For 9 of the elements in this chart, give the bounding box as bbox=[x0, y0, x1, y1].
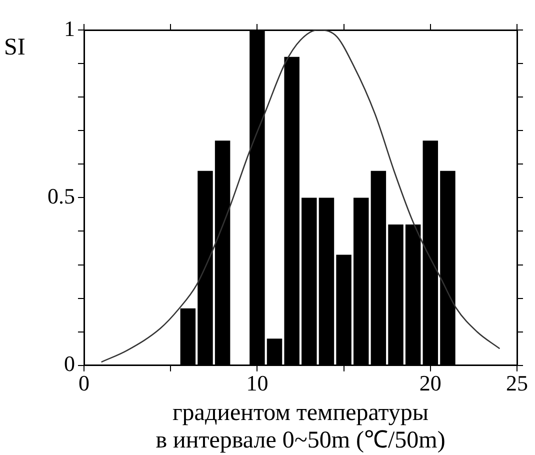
x-tick-label: 20 bbox=[419, 370, 442, 396]
x-tick-label: 25 bbox=[506, 370, 528, 396]
line-series bbox=[100, 30, 500, 363]
x-tick-label: 10 bbox=[246, 370, 268, 396]
y-tick-label: 0 bbox=[64, 351, 75, 376]
y-axis-title: SI bbox=[4, 34, 26, 60]
y-tick-label: 1 bbox=[64, 16, 75, 41]
x-axis-title: градиентом температуры в интервале 0~50m (℃/50m) bbox=[156, 400, 446, 454]
y-tick-label: 0.5 bbox=[48, 183, 75, 208]
